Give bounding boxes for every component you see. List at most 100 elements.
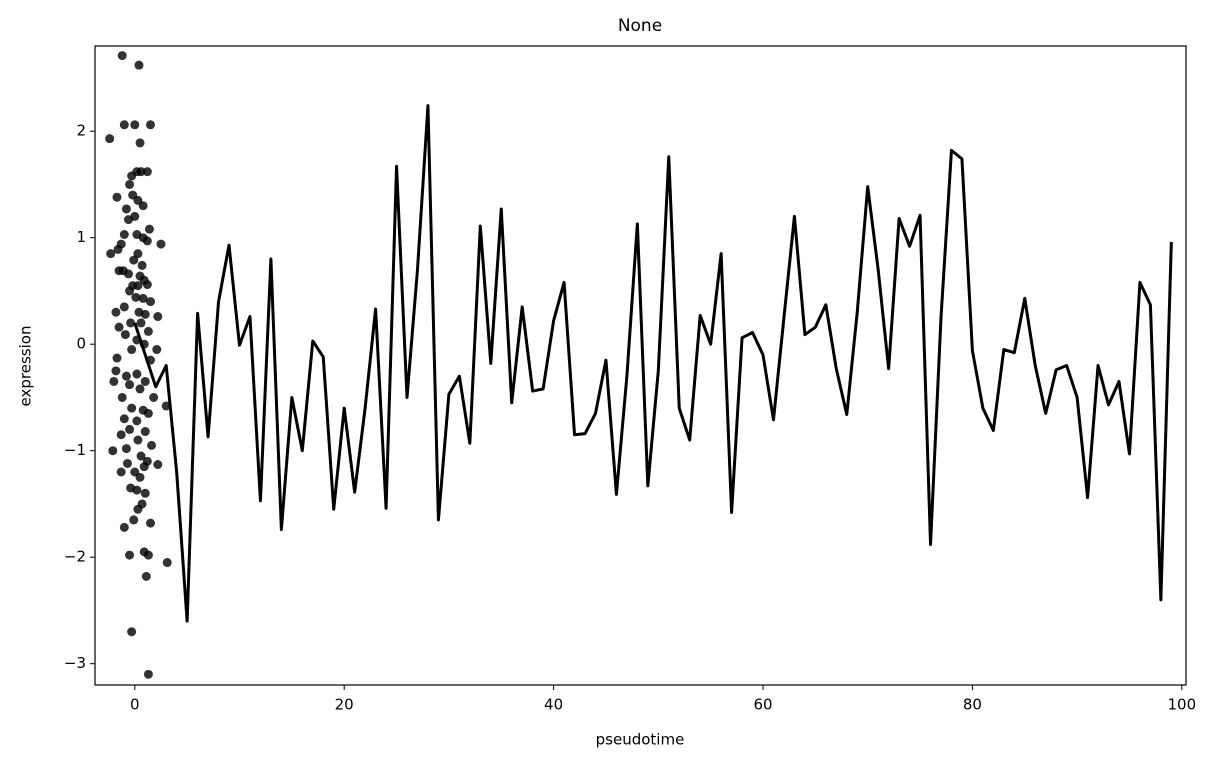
scatter-point bbox=[135, 384, 145, 394]
scatter-point bbox=[130, 211, 140, 221]
y-tick-label: −1 bbox=[64, 441, 86, 459]
scatter-point bbox=[114, 322, 124, 332]
x-tick-label: 40 bbox=[544, 696, 563, 714]
scatter-point bbox=[109, 376, 119, 386]
scatter-point bbox=[116, 430, 126, 440]
scatter-point bbox=[140, 376, 150, 386]
scatter-point bbox=[142, 167, 152, 177]
scatter-point bbox=[134, 60, 144, 70]
scatter-point bbox=[140, 488, 150, 498]
y-axis-label: expression bbox=[17, 326, 35, 407]
scatter-point bbox=[119, 414, 129, 424]
y-tick-label: −3 bbox=[64, 654, 86, 672]
scatter-point bbox=[143, 550, 153, 560]
scatter-point bbox=[129, 515, 139, 525]
scatter-point bbox=[145, 120, 155, 130]
scatter-point bbox=[117, 392, 127, 402]
x-tick-label: 100 bbox=[1167, 696, 1196, 714]
scatter-point bbox=[125, 286, 135, 296]
scatter-point bbox=[145, 518, 155, 528]
scatter-point bbox=[133, 504, 143, 514]
scatter-point bbox=[136, 167, 146, 177]
scatter-point bbox=[133, 435, 143, 445]
scatter-point bbox=[139, 462, 149, 472]
scatter-point bbox=[125, 550, 135, 560]
y-tick-label: 1 bbox=[76, 228, 86, 246]
scatter-point bbox=[126, 318, 136, 328]
scatter-point bbox=[153, 460, 163, 470]
x-tick-label: 0 bbox=[130, 696, 140, 714]
scatter-point bbox=[130, 120, 140, 130]
scatter-point bbox=[135, 138, 145, 148]
scatter-point bbox=[125, 179, 135, 189]
scatter-point bbox=[132, 416, 142, 426]
scatter-point bbox=[136, 318, 146, 328]
scatter-point bbox=[111, 307, 121, 317]
scatter-point bbox=[105, 134, 115, 144]
scatter-point bbox=[119, 302, 129, 312]
scatter-point bbox=[108, 446, 118, 456]
scatter-point bbox=[138, 293, 148, 303]
chart-title: None bbox=[618, 16, 662, 36]
scatter-point bbox=[142, 280, 152, 290]
y-tick-label: −2 bbox=[64, 548, 86, 566]
scatter-point bbox=[152, 345, 162, 355]
scatter-point bbox=[121, 371, 131, 381]
scatter-point bbox=[125, 424, 135, 434]
y-tick-label: 2 bbox=[76, 122, 86, 140]
scatter-point bbox=[141, 571, 151, 581]
scatter-point bbox=[117, 51, 127, 61]
scatter-point bbox=[132, 369, 142, 379]
scatter-point bbox=[133, 281, 143, 291]
scatter-point bbox=[106, 249, 116, 259]
scatter-point bbox=[122, 458, 132, 468]
scatter-point bbox=[143, 669, 153, 679]
scatter-point bbox=[142, 236, 152, 246]
scatter-point bbox=[131, 292, 141, 302]
scatter-point bbox=[121, 444, 131, 454]
x-tick-label: 20 bbox=[335, 696, 354, 714]
scatter-point bbox=[145, 297, 155, 307]
scatter-point bbox=[161, 401, 171, 411]
x-axis-label: pseudotime bbox=[596, 731, 685, 749]
plot-frame bbox=[94, 45, 1187, 686]
scatter-point bbox=[138, 201, 148, 211]
scatter-point bbox=[112, 353, 122, 363]
scatter-point bbox=[127, 627, 137, 637]
scatter-point bbox=[140, 427, 150, 437]
scatter-point bbox=[156, 239, 166, 249]
scatter-point bbox=[144, 224, 154, 234]
scatter-point bbox=[143, 326, 153, 336]
scatter-point bbox=[116, 467, 126, 477]
scatter-point bbox=[147, 440, 157, 450]
scatter-point bbox=[133, 249, 143, 259]
scatter-point bbox=[125, 380, 135, 390]
scatter-point bbox=[120, 330, 130, 340]
scatter-point bbox=[127, 345, 137, 355]
scatter-point bbox=[153, 312, 163, 322]
scatter-point bbox=[135, 472, 145, 482]
scatter-point bbox=[127, 403, 137, 413]
scatter-point bbox=[129, 255, 139, 265]
x-tick-label: 80 bbox=[963, 696, 982, 714]
scatter-point bbox=[140, 309, 150, 319]
scatter-point bbox=[113, 244, 123, 254]
x-tick-label: 60 bbox=[753, 696, 772, 714]
scatter-point bbox=[137, 260, 147, 270]
scatter-point bbox=[136, 451, 146, 461]
scatter-point bbox=[119, 120, 129, 130]
scatter-point bbox=[111, 366, 121, 376]
scatter-point bbox=[124, 269, 134, 279]
scatter-point bbox=[121, 204, 131, 214]
scatter-point bbox=[149, 392, 159, 402]
scatter-point bbox=[132, 485, 142, 495]
scatter-point bbox=[162, 558, 172, 568]
scatter-point bbox=[119, 522, 129, 532]
scatter-point bbox=[119, 230, 129, 240]
scatter-point bbox=[143, 408, 153, 418]
y-tick-label: 0 bbox=[76, 335, 86, 353]
line bbox=[133, 104, 1173, 623]
scatter-point bbox=[112, 192, 122, 202]
